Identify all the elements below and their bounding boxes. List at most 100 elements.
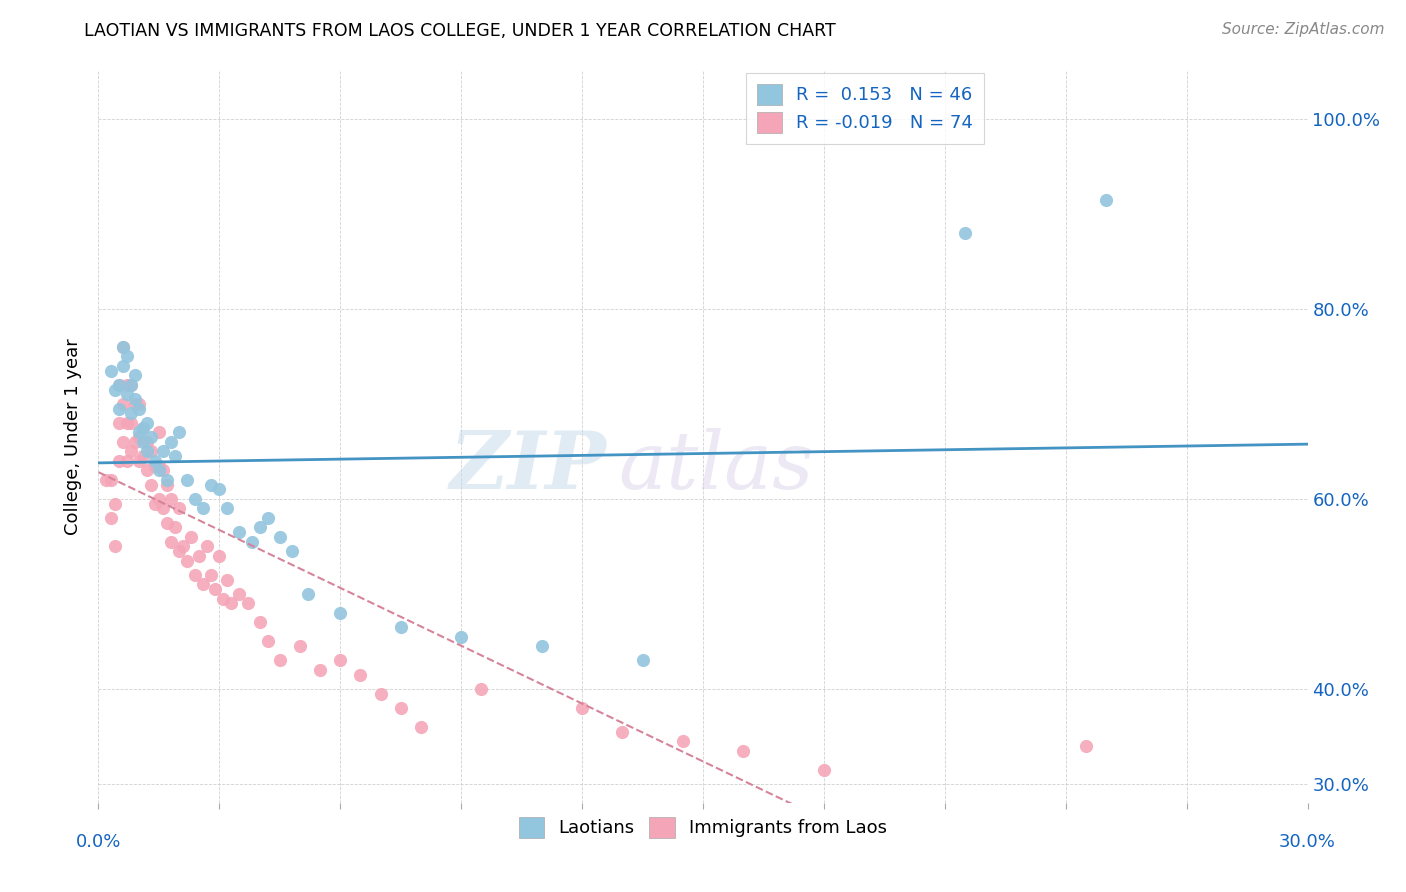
Point bbox=[349, 667, 371, 681]
Point bbox=[107, 377, 129, 392]
Point bbox=[148, 458, 170, 473]
Point bbox=[132, 449, 155, 463]
Point bbox=[135, 444, 157, 458]
Point bbox=[107, 377, 129, 392]
Point bbox=[1074, 739, 1097, 753]
Point bbox=[124, 368, 146, 383]
Point bbox=[135, 416, 157, 430]
Text: ZIP: ZIP bbox=[450, 427, 606, 505]
Point bbox=[139, 444, 162, 458]
Point bbox=[115, 416, 138, 430]
Point bbox=[256, 511, 278, 525]
Point bbox=[167, 425, 190, 440]
Point bbox=[132, 420, 155, 434]
Point bbox=[329, 653, 352, 667]
Point bbox=[195, 539, 218, 553]
Point bbox=[143, 458, 166, 473]
Text: LAOTIAN VS IMMIGRANTS FROM LAOS COLLEGE, UNDER 1 YEAR CORRELATION CHART: LAOTIAN VS IMMIGRANTS FROM LAOS COLLEGE,… bbox=[84, 22, 837, 40]
Point bbox=[132, 420, 155, 434]
Point bbox=[184, 567, 207, 582]
Point bbox=[180, 530, 202, 544]
Point bbox=[111, 434, 134, 449]
Point bbox=[156, 516, 179, 530]
Point bbox=[160, 491, 183, 506]
Point bbox=[176, 553, 198, 567]
Point bbox=[167, 501, 190, 516]
Point bbox=[217, 501, 239, 516]
Point bbox=[124, 392, 146, 406]
Point bbox=[389, 701, 412, 715]
Point bbox=[111, 340, 134, 354]
Point bbox=[115, 454, 138, 468]
Point bbox=[281, 544, 304, 558]
Point bbox=[733, 743, 755, 757]
Point bbox=[631, 653, 654, 667]
Point bbox=[107, 401, 129, 416]
Point bbox=[1095, 193, 1118, 207]
Point bbox=[813, 763, 835, 777]
Point bbox=[100, 363, 122, 377]
Point bbox=[228, 587, 250, 601]
Point bbox=[103, 497, 125, 511]
Point bbox=[200, 567, 222, 582]
Text: 0.0%: 0.0% bbox=[76, 833, 121, 851]
Point bbox=[107, 416, 129, 430]
Point bbox=[309, 663, 332, 677]
Point bbox=[163, 449, 186, 463]
Point bbox=[236, 596, 259, 610]
Point bbox=[100, 511, 122, 525]
Text: atlas: atlas bbox=[619, 427, 814, 505]
Point bbox=[204, 582, 226, 596]
Point bbox=[249, 520, 271, 534]
Point bbox=[217, 573, 239, 587]
Point bbox=[152, 501, 174, 516]
Legend: Laotians, Immigrants from Laos: Laotians, Immigrants from Laos bbox=[512, 810, 894, 845]
Point bbox=[249, 615, 271, 630]
Point bbox=[128, 454, 150, 468]
Point bbox=[288, 639, 311, 653]
Point bbox=[143, 497, 166, 511]
Point bbox=[120, 406, 142, 420]
Point bbox=[160, 434, 183, 449]
Point bbox=[152, 444, 174, 458]
Point bbox=[120, 377, 142, 392]
Point bbox=[120, 444, 142, 458]
Point bbox=[297, 587, 319, 601]
Point bbox=[221, 596, 243, 610]
Point bbox=[163, 520, 186, 534]
Point bbox=[193, 577, 215, 591]
Point bbox=[111, 359, 134, 373]
Point bbox=[124, 397, 146, 411]
Text: 30.0%: 30.0% bbox=[1279, 833, 1336, 851]
Point bbox=[152, 463, 174, 477]
Point bbox=[135, 434, 157, 449]
Point bbox=[953, 226, 976, 240]
Point bbox=[139, 477, 162, 491]
Point bbox=[184, 491, 207, 506]
Point bbox=[128, 401, 150, 416]
Point bbox=[208, 549, 231, 563]
Point bbox=[111, 397, 134, 411]
Point bbox=[148, 463, 170, 477]
Point bbox=[156, 473, 179, 487]
Point bbox=[143, 454, 166, 468]
Point bbox=[115, 387, 138, 401]
Point bbox=[160, 534, 183, 549]
Point bbox=[96, 473, 118, 487]
Point bbox=[228, 524, 250, 539]
Point bbox=[212, 591, 235, 606]
Point bbox=[672, 734, 695, 748]
Point bbox=[612, 724, 634, 739]
Y-axis label: College, Under 1 year: College, Under 1 year bbox=[65, 339, 83, 535]
Point bbox=[172, 539, 194, 553]
Point bbox=[450, 630, 472, 644]
Point bbox=[389, 620, 412, 634]
Point bbox=[128, 397, 150, 411]
Point bbox=[409, 720, 432, 734]
Point bbox=[269, 530, 291, 544]
Point bbox=[120, 377, 142, 392]
Point bbox=[128, 425, 150, 440]
Point bbox=[148, 491, 170, 506]
Point bbox=[193, 501, 215, 516]
Point bbox=[167, 544, 190, 558]
